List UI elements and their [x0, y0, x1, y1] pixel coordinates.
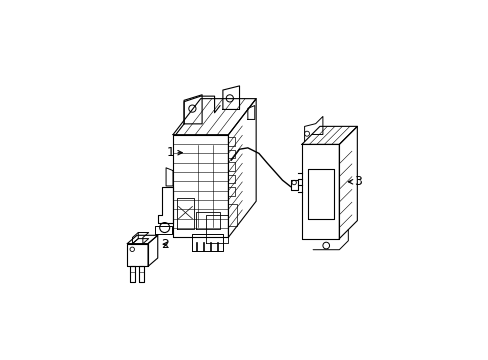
Text: 2: 2 — [161, 238, 168, 251]
Text: 1: 1 — [166, 146, 174, 159]
Text: 3: 3 — [354, 175, 362, 188]
